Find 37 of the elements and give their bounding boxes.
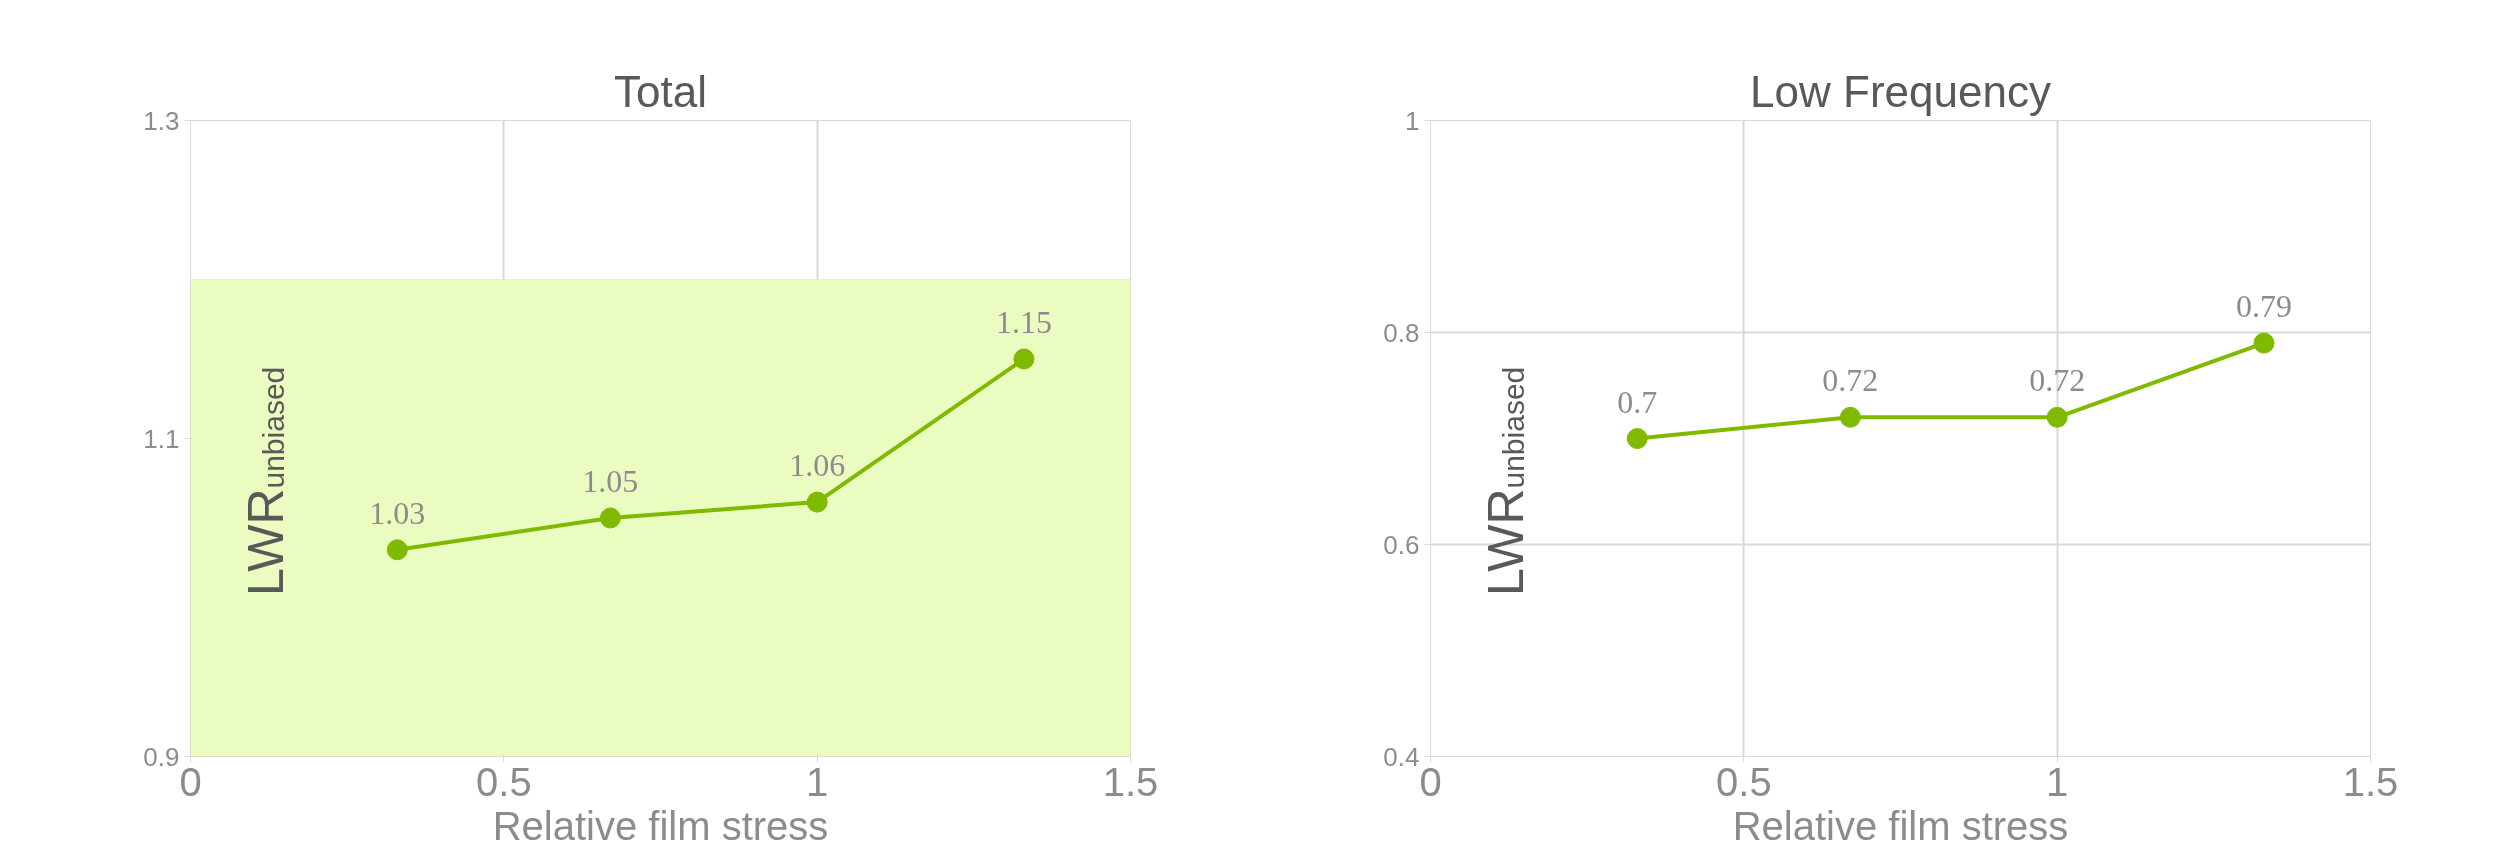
x-axis-title: Relative film stress bbox=[1732, 803, 2069, 848]
point bbox=[1626, 428, 1648, 449]
data-label: 0.72 bbox=[2029, 362, 2086, 399]
data-label: 0.72 bbox=[1822, 362, 1879, 399]
y-tick-label: 0.6 bbox=[1383, 529, 1420, 560]
x-axis-title: Relative film stress bbox=[492, 803, 829, 848]
point bbox=[599, 507, 621, 529]
x-tick-label: 0.5 bbox=[1716, 759, 1772, 804]
x-tick-label: 1 bbox=[2046, 759, 2069, 804]
data-label: 1.03 bbox=[369, 494, 426, 531]
y-tick-label: 1.1 bbox=[143, 423, 180, 454]
chart-title: Total bbox=[614, 66, 707, 116]
x-tick-label: 0 bbox=[1419, 759, 1442, 804]
y-tick-label: 0.9 bbox=[143, 741, 180, 772]
x-tick-label: 0 bbox=[179, 759, 202, 804]
y-axis-title: LWRunbiased bbox=[1477, 366, 1534, 596]
y-axis-title: LWRunbiased bbox=[237, 366, 294, 596]
point bbox=[806, 491, 828, 513]
data-label: 1.15 bbox=[995, 304, 1052, 340]
point bbox=[2046, 406, 2068, 428]
point bbox=[1839, 406, 1861, 428]
point bbox=[2253, 332, 2275, 354]
y-tick-label: 1 bbox=[1405, 105, 1420, 136]
x-tick-label: 0.5 bbox=[476, 759, 532, 804]
y-tick-label: 0.8 bbox=[1383, 317, 1420, 348]
data-label: 0.7 bbox=[1617, 383, 1658, 420]
x-tick-label: 1.5 bbox=[2342, 759, 2399, 804]
x-tick-label: 1.5 bbox=[1102, 759, 1159, 804]
data-label: 0.79 bbox=[2235, 288, 2292, 325]
data-label: 1.05 bbox=[582, 463, 639, 499]
x-tick-label: 1 bbox=[806, 759, 829, 804]
point bbox=[386, 539, 408, 561]
y-tick-label: 1.3 bbox=[143, 105, 180, 136]
point bbox=[1013, 348, 1035, 370]
chart-title: Low Frequency bbox=[1750, 66, 2051, 116]
y-tick-label: 0.4 bbox=[1383, 741, 1420, 772]
data-label: 1.06 bbox=[789, 447, 846, 484]
